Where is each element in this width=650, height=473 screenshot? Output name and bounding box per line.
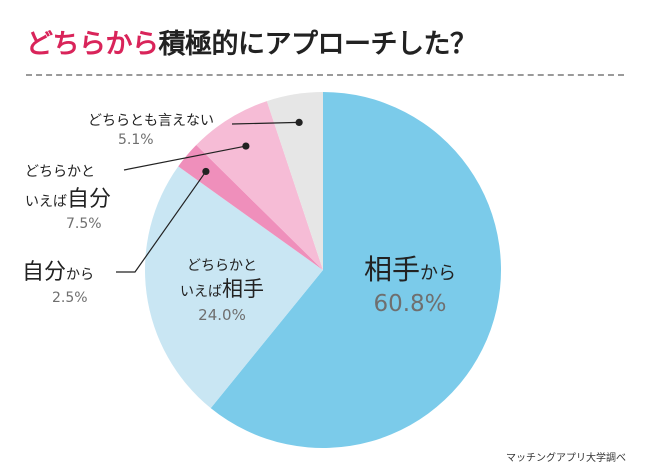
pie-slice-4	[266, 92, 323, 270]
slice-label-1b: いえば相手	[180, 277, 264, 301]
slice-label-4: どちらとも言えない	[88, 113, 214, 129]
slice-pct-1: 24.0%	[198, 306, 246, 324]
leader-3-dot	[242, 142, 250, 150]
leader-2-dot	[202, 167, 210, 176]
slice-label-3b: いえば自分	[25, 187, 111, 212]
pie-slice-3	[196, 101, 323, 270]
title-divider	[26, 74, 624, 76]
pie-slice-2	[178, 145, 323, 270]
slice-label-2: 自分から	[22, 260, 94, 285]
leader-2	[116, 171, 207, 273]
slice-label-0: 相手から	[364, 253, 456, 286]
title-highlight: どちらから	[26, 29, 159, 60]
leader-4-dot	[295, 118, 303, 126]
leader-4	[231, 121, 300, 125]
slice-label-3a: どちらかと	[25, 164, 95, 180]
slice-label-1a: どちらかと	[187, 258, 257, 274]
slice-pct-3: 7.5%	[66, 216, 102, 232]
title-rest: 積極的にアプローチした？	[158, 29, 478, 60]
slice-pct-0: 60.8%	[373, 291, 446, 317]
slice-pct-4: 5.1%	[118, 132, 154, 148]
pie-slice-1	[144, 166, 323, 409]
chart-title: どちらから積極的にアプローチした？	[26, 22, 477, 61]
slice-pct-2: 2.5%	[52, 290, 88, 306]
leader-3	[123, 145, 247, 171]
source-note: マッチングアプリ大学調べ	[506, 453, 626, 464]
pie-slice-0	[210, 92, 501, 449]
